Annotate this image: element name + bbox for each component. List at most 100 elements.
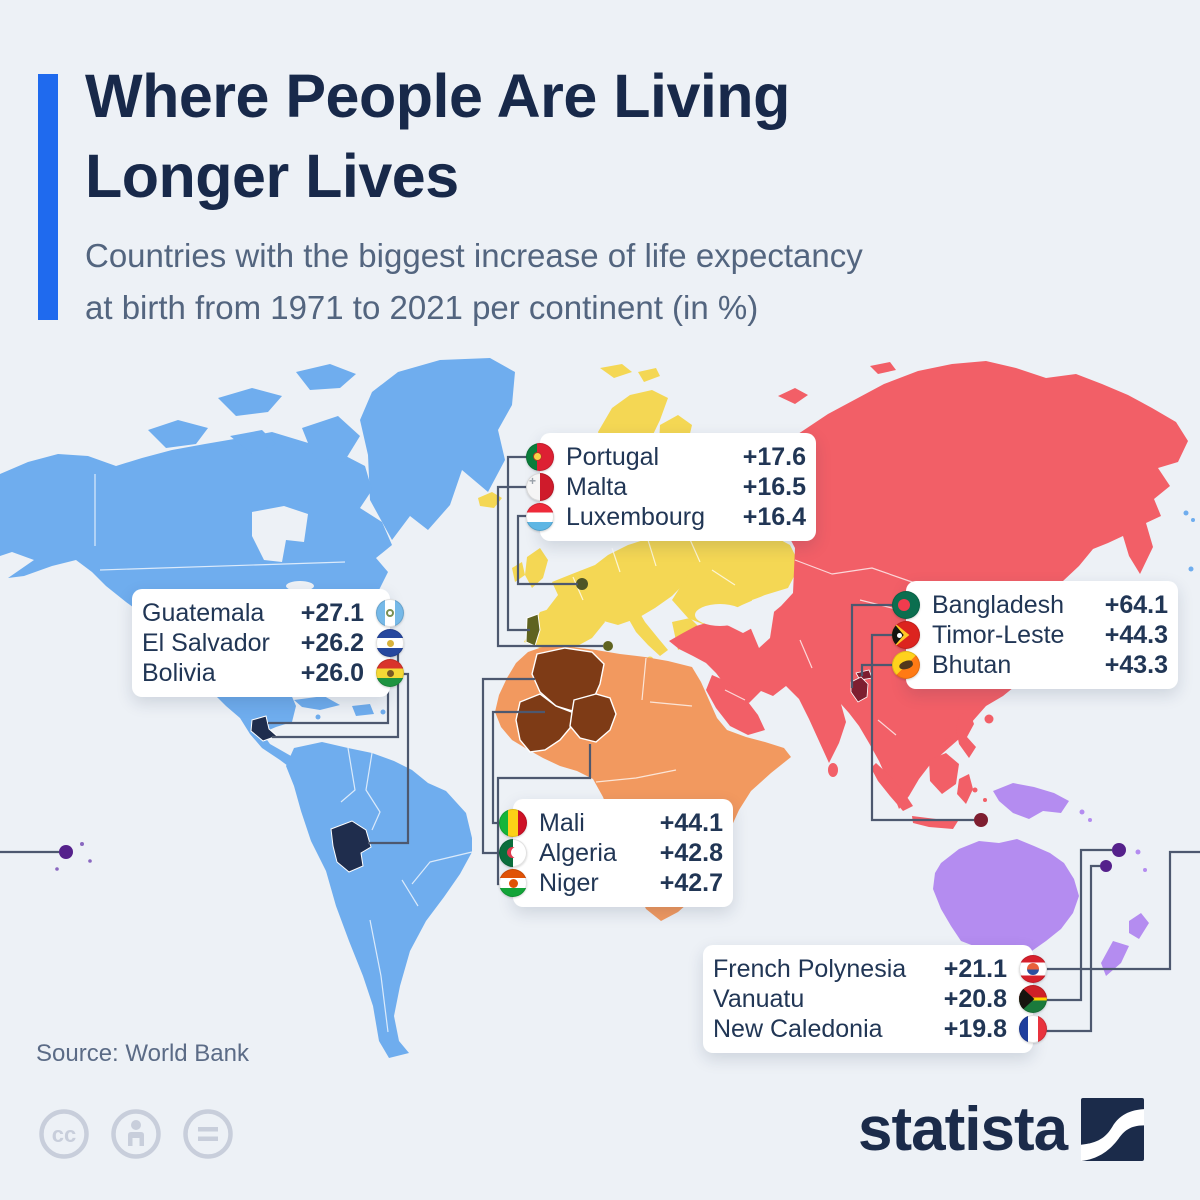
arabia-shape xyxy=(706,675,765,735)
list-item: Luxembourg +16.4 xyxy=(526,502,806,532)
guatemala-flag-icon xyxy=(376,599,404,627)
value-label: +27.1 xyxy=(300,598,364,627)
callout-africa: Mali +44.1 Algeria +42.8 Niger +42.7 xyxy=(499,799,733,907)
bolivia-shape xyxy=(330,820,372,873)
callout-asia: Bangladesh +64.1 Timor-Leste +44.3 Bhuta… xyxy=(892,581,1178,689)
list-item: Malta +16.5 xyxy=(526,472,806,502)
sea-overlays-asia xyxy=(695,595,774,648)
mali-shape xyxy=(515,693,575,753)
bolivia-flag-icon xyxy=(376,659,404,687)
list-item: Timor-Leste +44.3 xyxy=(892,620,1168,650)
portugal-shape xyxy=(525,613,541,647)
value-label: +64.1 xyxy=(1104,590,1168,619)
license-icons: cc xyxy=(38,1108,234,1160)
list-item: Niger +42.7 xyxy=(499,868,723,898)
list-item: French Polynesia +21.1 xyxy=(713,954,1047,984)
connector-bhutan xyxy=(860,663,903,676)
value-label: +17.6 xyxy=(742,442,806,471)
list-item: Portugal +17.6 xyxy=(526,442,806,472)
country-label: Luxembourg xyxy=(566,502,705,531)
greenland-shape xyxy=(360,358,515,540)
value-label: +16.5 xyxy=(742,472,806,501)
connector-malta xyxy=(496,485,603,648)
value-label: +21.1 xyxy=(943,954,1007,983)
mali-flag-icon xyxy=(499,809,527,837)
french-polynesia-dot xyxy=(59,845,73,859)
country-label: French Polynesia xyxy=(713,954,907,983)
bangladesh-flag-icon xyxy=(892,591,920,619)
new-guinea-shape xyxy=(993,783,1069,819)
luxembourg-dot xyxy=(576,578,588,590)
page-title: Where People Are Living Longer Lives xyxy=(85,62,790,210)
timor-leste-dot xyxy=(974,813,988,827)
niger-flag-icon xyxy=(499,869,527,897)
black-sea xyxy=(695,604,745,626)
callout-oceania: French Polynesia +21.1 Vanuatu +20.8 New… xyxy=(703,945,1047,1053)
connector-bangladesh xyxy=(850,603,903,688)
source-label: Source: World Bank xyxy=(36,1040,249,1067)
sri-lanka-shape xyxy=(828,763,838,777)
caspian-sea xyxy=(749,595,774,648)
statista-wordmark: statista xyxy=(858,1094,1068,1164)
connector-portugal xyxy=(506,455,538,632)
australia-shape xyxy=(933,839,1079,959)
malta-dot xyxy=(603,641,613,651)
attribution-icon xyxy=(111,1109,161,1159)
new-caledonia-dot xyxy=(1100,860,1112,872)
french-polynesia-flag-icon xyxy=(1019,955,1047,983)
portugal-flag-icon xyxy=(526,443,554,471)
vanuatu-flag-icon xyxy=(1019,985,1047,1013)
callout-americas: Guatemala +27.1 El Salvador +26.2 Bolivi… xyxy=(132,589,404,697)
niger-shape xyxy=(569,693,617,743)
eastern-europe-shape xyxy=(672,522,800,625)
list-item: El Salvador +26.2 xyxy=(142,628,404,658)
bangladesh-shape xyxy=(850,676,869,703)
list-item: Bolivia +26.0 xyxy=(142,658,404,688)
country-label: Vanuatu xyxy=(713,984,805,1013)
country-label: Mali xyxy=(539,808,585,837)
list-item: Algeria +42.8 xyxy=(499,838,723,868)
cuba-shape xyxy=(294,696,340,710)
value-label: +16.4 xyxy=(742,502,806,531)
country-label: Niger xyxy=(539,868,599,897)
value-label: +26.0 xyxy=(300,658,364,687)
south-america-shape xyxy=(286,742,472,1058)
list-item: New Caledonia +19.8 xyxy=(713,1014,1047,1044)
hudson-bay xyxy=(252,506,308,562)
value-label: +20.8 xyxy=(943,984,1007,1013)
page-subtitle: Countries with the biggest increase of l… xyxy=(85,237,863,326)
country-label: Bolivia xyxy=(142,658,216,687)
new-caledonia-flag-icon xyxy=(1019,1015,1047,1043)
cc-icon: cc xyxy=(39,1109,89,1159)
value-label: +26.2 xyxy=(300,628,364,657)
connector-vanuatu xyxy=(1014,848,1112,1002)
statista-logo-icon xyxy=(1081,1098,1145,1161)
bhutan-flag-icon xyxy=(892,651,920,679)
list-item: Vanuatu +20.8 xyxy=(713,984,1047,1014)
connector-timor-leste xyxy=(870,633,974,822)
country-label: Portugal xyxy=(566,442,660,471)
list-item: Bangladesh +64.1 xyxy=(892,590,1168,620)
value-label: +43.3 xyxy=(1104,650,1168,679)
list-item: Guatemala +27.1 xyxy=(142,598,404,628)
malta-flag-icon xyxy=(526,473,554,501)
list-item: Bhutan +43.3 xyxy=(892,650,1168,680)
value-label: +44.3 xyxy=(1104,620,1168,649)
new-zealand-shape xyxy=(1129,913,1149,939)
callout-europe: Portugal +17.6 Malta +16.5 Luxembourg +1… xyxy=(526,433,816,541)
highlighted-countries xyxy=(55,578,1126,873)
statista-brand: statista xyxy=(858,1094,1145,1164)
equal-icon xyxy=(183,1109,233,1159)
country-label: El Salvador xyxy=(142,628,270,657)
country-label: Guatemala xyxy=(142,598,265,627)
country-label: Bhutan xyxy=(932,650,1012,679)
luxembourg-flag-icon xyxy=(526,503,554,531)
central-europe-shape xyxy=(545,528,718,625)
connector-new-caledonia xyxy=(1014,864,1100,1033)
iberia-shape xyxy=(524,605,605,650)
value-label: +19.8 xyxy=(943,1014,1007,1043)
list-item: Mali +44.1 xyxy=(499,808,723,838)
iceland-shape xyxy=(478,492,502,508)
title-accent-bar xyxy=(38,74,58,320)
